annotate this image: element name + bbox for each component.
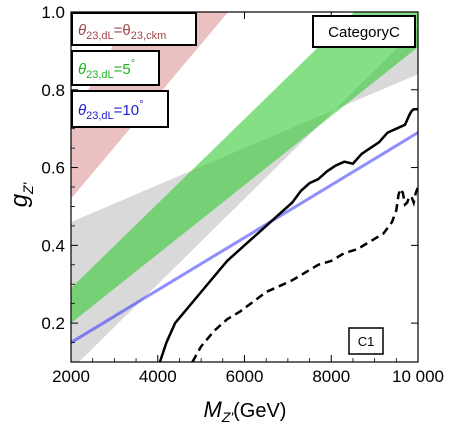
legend-ten-degree-label: θ23,dL=10° <box>78 99 144 122</box>
y-tick-label: 1.0 <box>41 3 65 22</box>
region-label-box: C1 <box>348 327 384 355</box>
category-label-box: CategoryC <box>312 15 416 48</box>
legend-five-degree: θ23,dL=5° <box>71 50 160 86</box>
x-tick-label: 10 000 <box>392 367 444 386</box>
legend-five-degree-label: θ23,dL=5° <box>78 58 135 81</box>
y-tick-label: 0.4 <box>41 236 65 255</box>
dashed-exclusion-curve <box>191 185 418 362</box>
legend-ckm-label: θ23,dL=θ23,ckm <box>78 22 166 42</box>
x-tick-label: 2000 <box>52 367 90 386</box>
legend-ckm: θ23,dL=θ23,ckm <box>71 12 197 46</box>
category-label: CategoryC <box>328 24 400 41</box>
x-tick-label: 4000 <box>139 367 177 386</box>
x-tick-label: 6000 <box>226 367 264 386</box>
solid-exclusion-curve <box>158 107 418 362</box>
x-tick-label: 8000 <box>312 367 350 386</box>
x-axis-title: MZ'(GeV) <box>204 397 287 425</box>
ten-degree-line <box>71 131 418 344</box>
five-degree-band <box>71 12 418 324</box>
y-tick-label: 0.6 <box>41 159 65 178</box>
region-label: C1 <box>358 334 375 349</box>
y-axis-title: gZ' <box>6 181 36 207</box>
legend-ten-degree: θ23,dL=10° <box>71 90 169 128</box>
y-tick-label: 0.2 <box>41 314 65 333</box>
y-tick-label: 0.8 <box>41 81 65 100</box>
